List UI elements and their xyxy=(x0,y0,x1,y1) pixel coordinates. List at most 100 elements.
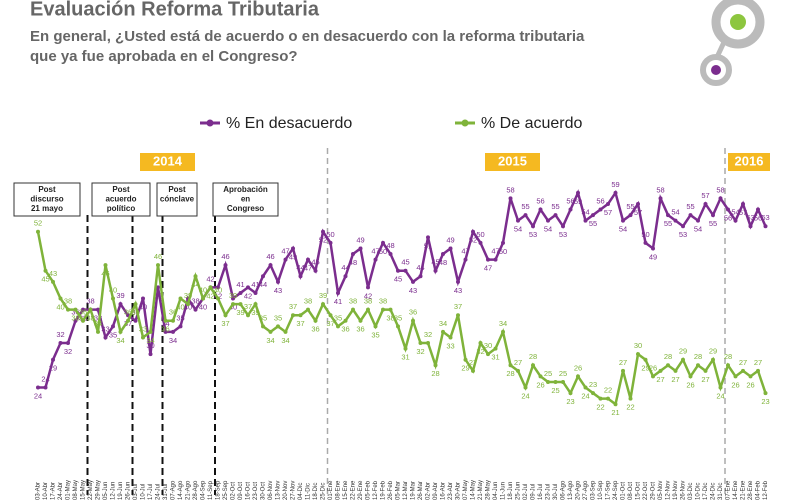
data-label: 50 xyxy=(476,230,484,239)
data-label: 40 xyxy=(109,285,117,294)
data-label: 24 xyxy=(716,391,724,400)
point xyxy=(486,257,490,262)
data-label: 25 xyxy=(559,369,567,378)
data-label: 37 xyxy=(454,302,462,311)
point xyxy=(718,385,723,390)
x-tick-label: 18-Dic xyxy=(313,483,319,500)
data-label: 46 xyxy=(221,252,229,261)
x-tick-label: 23-Oct xyxy=(253,482,259,500)
data-label: 59 xyxy=(574,197,582,206)
point xyxy=(351,252,355,256)
data-label: 38 xyxy=(86,314,94,323)
point xyxy=(246,285,250,290)
series-line xyxy=(38,189,767,389)
data-label: 58 xyxy=(656,185,664,194)
data-label: 38 xyxy=(191,297,199,306)
x-tick-label: 22-Ene xyxy=(351,480,357,500)
point xyxy=(103,263,108,268)
point xyxy=(448,335,453,340)
point xyxy=(763,224,768,229)
data-label: 40 xyxy=(139,302,147,311)
annotation-line: cónclave xyxy=(160,195,195,204)
x-tick-label: 28-Ago xyxy=(193,480,199,500)
data-label: 39 xyxy=(229,291,237,300)
point xyxy=(178,324,183,329)
data-label: 29 xyxy=(679,347,687,356)
point xyxy=(658,196,663,201)
point xyxy=(373,257,378,262)
x-tick-label: 15-Ene xyxy=(343,480,349,500)
data-label: 37 xyxy=(296,319,304,328)
x-tick-label: 08-May xyxy=(73,480,79,500)
point xyxy=(291,246,295,251)
point xyxy=(561,224,565,229)
data-label: 39 xyxy=(116,291,124,300)
data-label: 33 xyxy=(101,324,109,333)
data-label: 57 xyxy=(634,208,642,217)
data-label: 54 xyxy=(671,208,679,217)
year-label: 2014 xyxy=(153,153,183,168)
data-label: 26 xyxy=(649,363,657,372)
point xyxy=(658,368,663,373)
data-label: 40 xyxy=(199,285,207,294)
data-label: 42 xyxy=(244,291,252,300)
point xyxy=(321,302,325,307)
data-label: 29 xyxy=(641,364,649,373)
point xyxy=(58,341,63,345)
point xyxy=(148,329,153,334)
point xyxy=(583,218,588,223)
data-label: 38 xyxy=(304,297,312,306)
x-tick-label: 03-Abr xyxy=(36,482,42,500)
data-label: 43 xyxy=(274,286,282,295)
annotation-line: Aprobación xyxy=(223,185,268,194)
data-label: 38 xyxy=(79,314,87,323)
data-label: 44 xyxy=(416,263,424,272)
x-tick-label: 16-Jul xyxy=(538,484,544,500)
point xyxy=(456,313,460,318)
x-tick-label: 26-Nov xyxy=(681,481,687,500)
data-label: 42 xyxy=(206,291,214,300)
data-label: 36 xyxy=(311,325,319,334)
data-label: 47 xyxy=(371,247,379,256)
point xyxy=(643,357,648,362)
data-label: 52 xyxy=(469,236,477,245)
point xyxy=(216,285,220,290)
point xyxy=(576,190,580,195)
point xyxy=(696,363,700,368)
x-tick-label: 02-Jul xyxy=(523,484,529,500)
x-tick-label: 18-Jun xyxy=(508,482,514,500)
point xyxy=(283,257,288,262)
point xyxy=(583,385,588,390)
x-tick-label: 19-Feb xyxy=(381,480,387,500)
x-tick-label: 26-Mar xyxy=(418,481,424,500)
annotation-box xyxy=(91,182,151,217)
data-label: 31 xyxy=(491,353,499,362)
data-label: 47 xyxy=(281,247,289,256)
data-label: 27 xyxy=(739,358,747,367)
x-tick-label: 05-Mar xyxy=(396,481,402,500)
point xyxy=(681,224,685,229)
x-tick-label: 07-May xyxy=(463,480,469,500)
point xyxy=(523,213,528,218)
data-label: 36 xyxy=(131,308,139,317)
point xyxy=(261,274,265,279)
data-label: 37 xyxy=(326,319,334,328)
data-label: 50 xyxy=(641,230,649,239)
x-tick-label: 30-Abr xyxy=(456,482,462,500)
subtitle: En general, ¿Usted está de acuerdo o en … xyxy=(30,28,585,45)
data-label: 24 xyxy=(521,391,529,400)
point xyxy=(493,346,498,351)
x-tick-label: 05-Nov xyxy=(658,481,664,500)
x-tick-label: 17-Sep xyxy=(606,480,612,500)
x-tick-label: 15-May xyxy=(81,480,87,500)
x-tick-label: 10-Sep xyxy=(598,480,604,500)
x-tick-label: 03-Sep xyxy=(591,480,597,500)
point xyxy=(171,318,175,323)
chart-title: Evaluación Reforma Tributaria xyxy=(30,0,320,20)
point xyxy=(253,290,258,295)
x-tick-label: 14-Ene xyxy=(733,480,739,500)
data-label: 27 xyxy=(469,358,477,367)
point xyxy=(291,313,295,318)
data-label: 24 xyxy=(41,374,49,383)
x-tick-label: 25-Dic xyxy=(321,483,327,500)
